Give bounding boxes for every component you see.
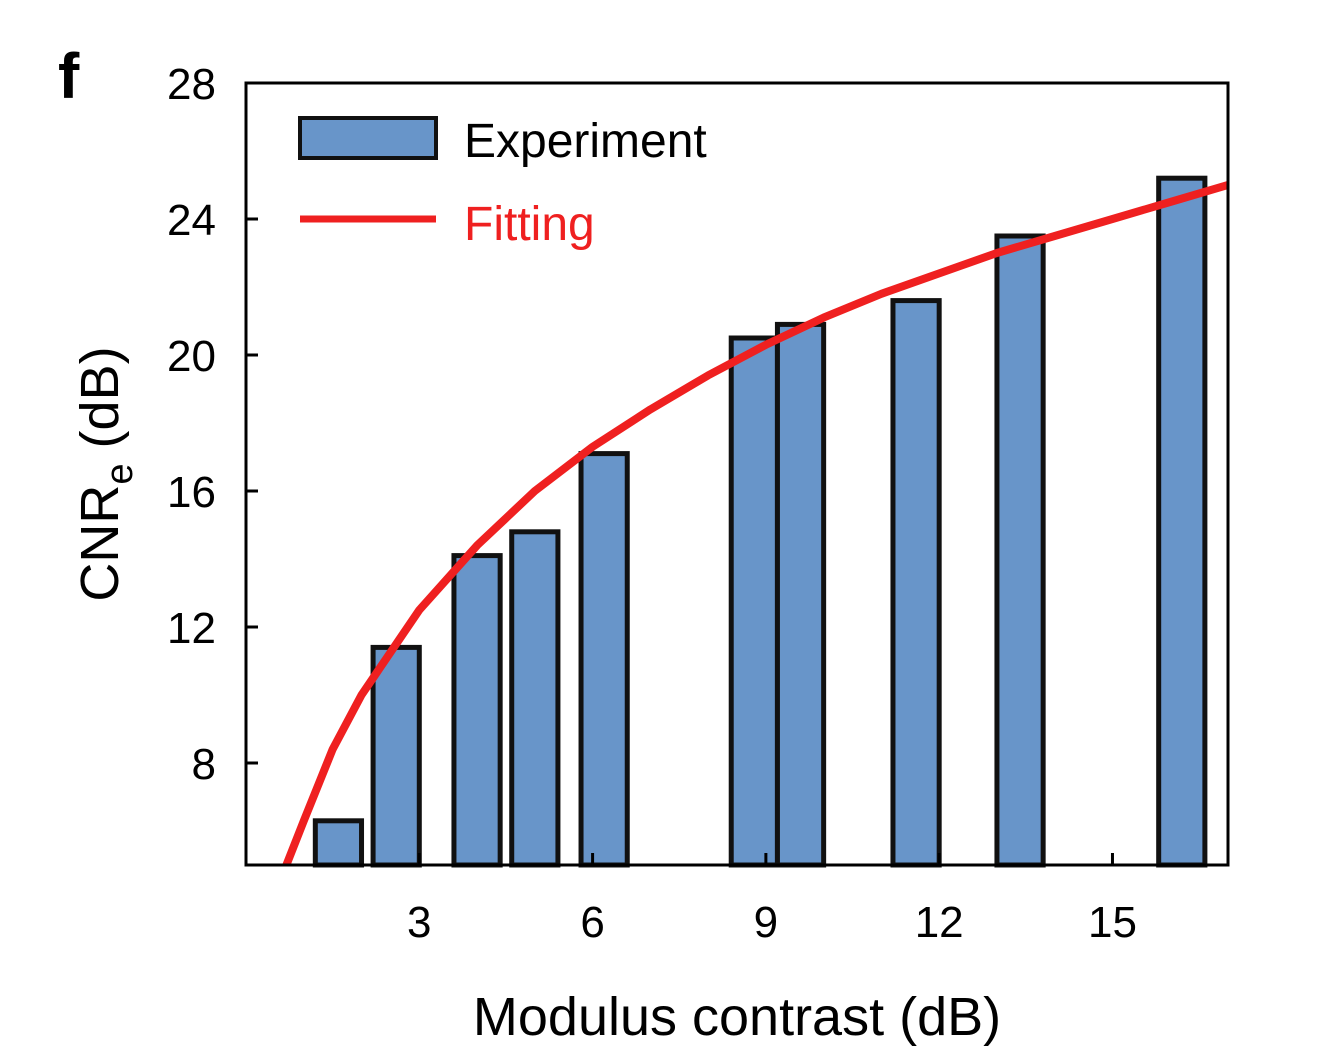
y-axis-title-main: CNR <box>70 485 130 602</box>
x-tick-label-3: 12 <box>915 898 964 947</box>
y-tick-label-5: 28 <box>167 60 216 109</box>
y-tick-label-2: 16 <box>167 468 216 517</box>
x-tick-label-2: 9 <box>754 898 778 947</box>
fit-line <box>282 181 1228 865</box>
bars-layer <box>312 175 1208 868</box>
x-axis-title: Modulus contrast (dB) <box>473 987 1001 1047</box>
legend: Experiment Fitting <box>298 115 707 251</box>
bar-8 <box>994 233 1046 868</box>
fit-line-layer <box>282 181 1228 865</box>
bar-0 <box>312 818 365 868</box>
bar-7 <box>890 298 942 868</box>
y-axis-title-unit <box>70 448 130 463</box>
x-tick-label-0: 3 <box>407 898 431 947</box>
bar-1 <box>370 644 422 868</box>
bar-2 <box>451 553 503 868</box>
panel-label: f <box>58 40 80 112</box>
legend-experiment-label: Experiment <box>464 115 707 168</box>
bar-6 <box>774 321 827 868</box>
y-axis-title-unit-text: (dB) <box>70 346 130 448</box>
y-tick-label-0: 8 <box>192 740 216 789</box>
x-tick-label-4: 15 <box>1088 898 1137 947</box>
plot-frame <box>244 81 1230 867</box>
y-tick-label-1: 12 <box>167 604 216 653</box>
ticks-layer: 3 6 9 12 15 8 12 16 20 24 28 <box>167 60 1137 947</box>
bar-5 <box>728 335 780 868</box>
y-tick-label-3: 20 <box>167 332 216 381</box>
y-axis-title: CNRe (dB) <box>70 346 141 601</box>
y-tick-label-4: 24 <box>167 196 216 245</box>
legend-experiment-swatch <box>298 116 438 160</box>
bar-3 <box>509 529 561 868</box>
legend-fitting-label: Fitting <box>464 198 595 251</box>
y-axis-title-subscript: e <box>99 463 141 484</box>
bar-4 <box>578 451 630 868</box>
x-tick-label-1: 6 <box>580 898 604 947</box>
bar-9 <box>1156 175 1208 868</box>
